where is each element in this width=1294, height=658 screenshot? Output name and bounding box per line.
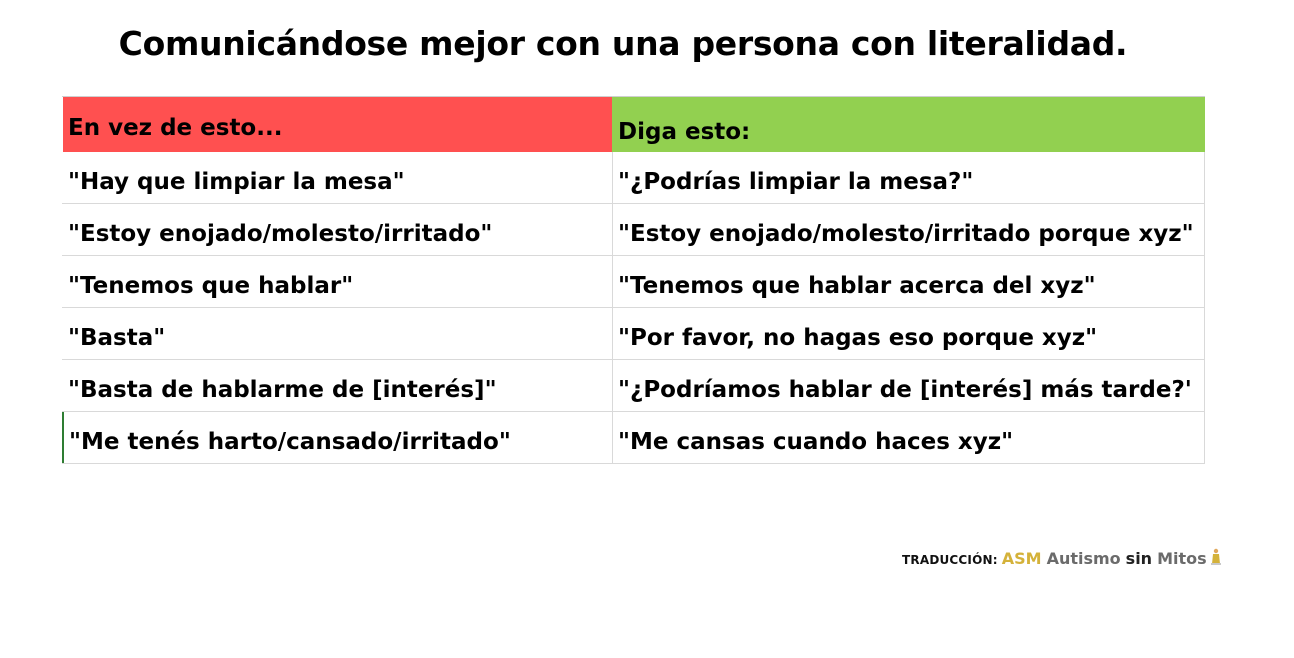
table-row: "Tenemos que hablar" "Tenemos que hablar… — [62, 256, 1205, 308]
brand-abbreviation: ASM — [1001, 549, 1042, 568]
header-say-this: Diga esto: — [612, 97, 1205, 152]
table-cell-say: "Por favor, no hagas eso porque xyz" — [612, 308, 1205, 359]
table-cell-instead: "Estoy enojado/molesto/irritado" — [62, 204, 612, 255]
table-row: "Basta de hablarme de [interés]" "¿Podrí… — [62, 360, 1205, 412]
table-cell-instead: "Basta" — [62, 308, 612, 359]
table-cell-instead: "Hay que limpiar la mesa" — [62, 152, 612, 203]
table-row: "Basta" "Por favor, no hagas eso porque … — [62, 308, 1205, 360]
puzzle-figure-icon — [1210, 548, 1222, 566]
table-cell-say: "Tenemos que hablar acerca del xyz" — [612, 256, 1205, 307]
table-row: "Hay que limpiar la mesa" "¿Podrías limp… — [62, 152, 1205, 204]
table-row: "Estoy enojado/molesto/irritado" "Estoy … — [62, 204, 1205, 256]
table-cell-say: "¿Podrías limpiar la mesa?" — [612, 152, 1205, 203]
translation-credit: TRADUCCIÓN: ASM Autismo sin Mitos — [902, 546, 1222, 568]
table-cell-instead: "Basta de hablarme de [interés]" — [62, 360, 612, 411]
table-cell-say: "Estoy enojado/molesto/irritado porque x… — [612, 204, 1205, 255]
table-cell-say: "¿Podríamos hablar de [interés] más tard… — [612, 360, 1205, 411]
brand-word-autismo: Autismo — [1046, 549, 1121, 568]
table-row: "Me tenés harto/cansado/irritado" "Me ca… — [62, 412, 1205, 464]
header-instead-of-this: En vez de esto... — [62, 97, 612, 152]
comparison-table: En vez de esto... Diga esto: "Hay que li… — [62, 96, 1205, 464]
table-cell-instead: "Me tenés harto/cansado/irritado" — [62, 412, 612, 463]
table-cell-say: "Me cansas cuando haces xyz" — [612, 412, 1205, 463]
brand-word-sin: sin — [1125, 549, 1153, 568]
page-title: Comunicándose mejor con una persona con … — [118, 24, 1128, 63]
table-cell-instead: "Tenemos que hablar" — [62, 256, 612, 307]
credit-label: TRADUCCIÓN: — [902, 553, 998, 567]
table-header-row: En vez de esto... Diga esto: — [62, 97, 1205, 152]
brand-word-mitos: Mitos — [1157, 549, 1207, 568]
